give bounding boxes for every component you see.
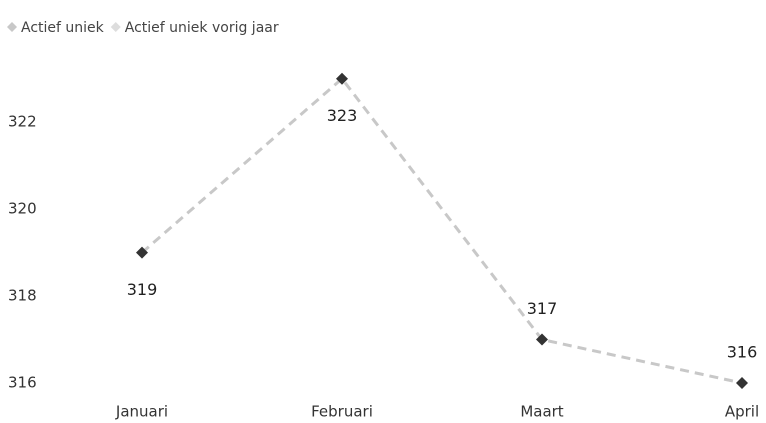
point-marker — [336, 72, 348, 85]
point-marker — [736, 377, 748, 389]
x-tick-label: Januari — [115, 403, 168, 421]
legend-marker — [7, 22, 17, 32]
y-tick-label: 316 — [8, 374, 37, 392]
point-marker — [536, 333, 548, 346]
point-marker — [136, 246, 148, 259]
x-tick-label: Maart — [520, 403, 563, 421]
data-label: 323 — [327, 106, 358, 125]
y-tick-label: 322 — [8, 113, 37, 131]
data-label: 319 — [127, 280, 158, 299]
legend-label: Actief uniek — [21, 20, 105, 36]
legend-marker — [110, 22, 121, 32]
data-label: 316 — [727, 343, 758, 362]
y-tick-label: 318 — [8, 287, 37, 305]
x-tick-label: April — [725, 403, 759, 421]
data-label: 317 — [527, 299, 558, 318]
legend-label: Actief uniek vorig jaar — [125, 20, 279, 36]
x-tick-label: Februari — [311, 403, 373, 421]
series-line — [141, 76, 743, 385]
y-tick-label: 320 — [8, 200, 37, 218]
